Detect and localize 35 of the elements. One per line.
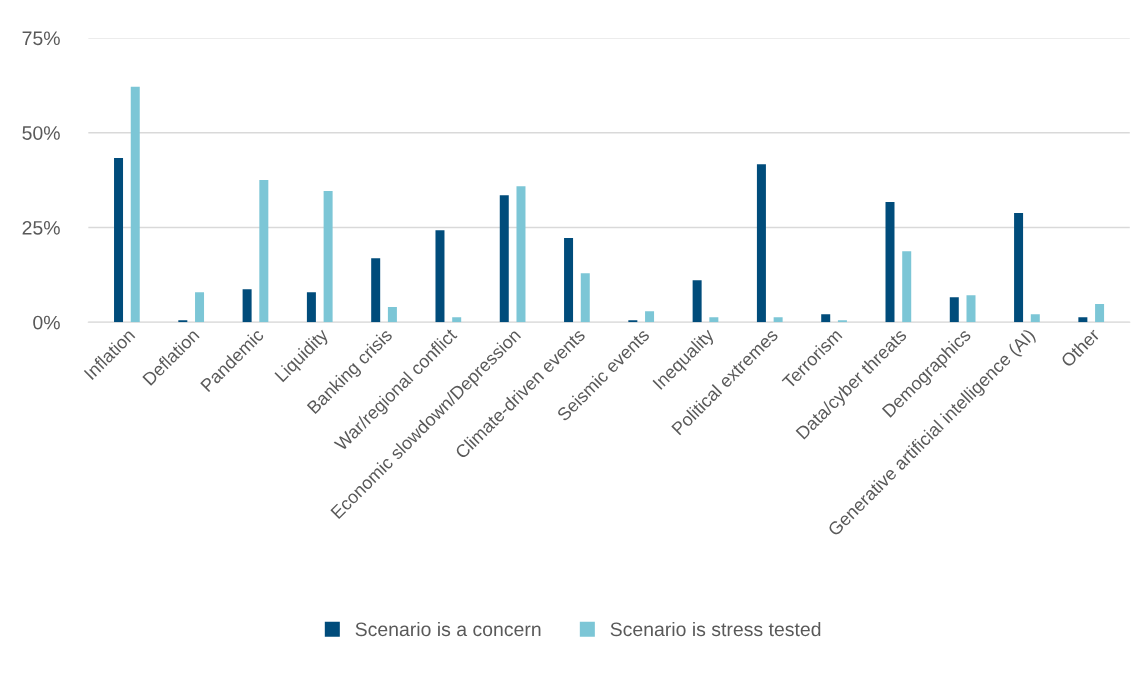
bar: [966, 295, 976, 323]
bar: [452, 317, 462, 323]
bar: [242, 289, 252, 323]
bar: [130, 86, 140, 323]
bar: [645, 311, 655, 323]
bar: [1030, 314, 1040, 323]
bar: [692, 280, 702, 323]
bar: [902, 251, 912, 323]
bar: [949, 297, 959, 323]
bar: [516, 186, 526, 323]
bar: [306, 292, 316, 323]
legend-label: Scenario is stress tested: [610, 621, 821, 637]
bar: [1078, 317, 1088, 323]
bar: [885, 202, 895, 323]
bar: [580, 273, 590, 323]
legend-label: Scenario is a concern: [355, 621, 541, 637]
bar: [195, 292, 205, 323]
bar: [773, 317, 783, 323]
bar: [1095, 304, 1105, 323]
bar: [387, 307, 397, 323]
bar: [564, 238, 574, 323]
bar: [709, 317, 719, 323]
bar: [259, 180, 269, 323]
bar: [435, 230, 445, 323]
y-tick-label: 25%: [22, 220, 60, 235]
y-tick-label: 75%: [22, 31, 60, 46]
bar: [323, 191, 333, 323]
bar: [499, 195, 509, 323]
y-tick-label: 0%: [33, 315, 60, 330]
y-tick-label: 50%: [22, 126, 60, 140]
bar: [821, 314, 831, 323]
bar: [1014, 213, 1024, 323]
bar: [756, 164, 766, 323]
bar: [114, 158, 124, 323]
bar: [371, 258, 381, 323]
